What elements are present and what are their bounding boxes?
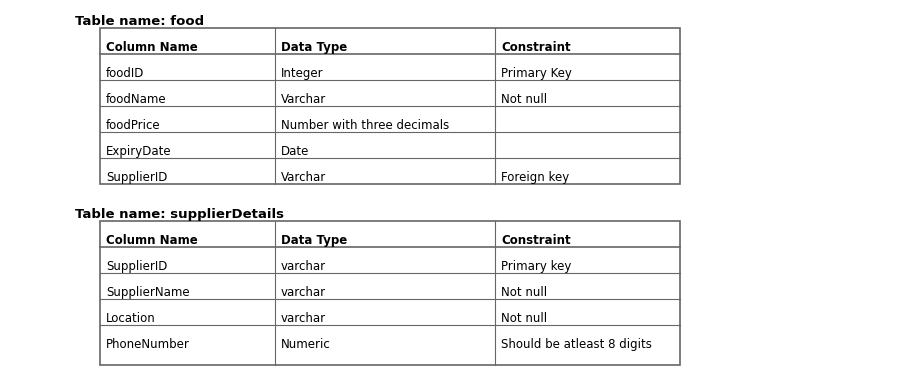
Text: Table name: food: Table name: food: [75, 15, 204, 28]
Text: SupplierID: SupplierID: [106, 260, 167, 273]
Text: varchar: varchar: [281, 286, 326, 299]
Text: Data Type: Data Type: [281, 41, 347, 54]
Text: Varchar: Varchar: [281, 93, 326, 106]
Bar: [100, 28, 679, 184]
Text: foodID: foodID: [106, 67, 144, 80]
Text: Foreign key: Foreign key: [501, 171, 568, 184]
Text: Table name: supplierDetails: Table name: supplierDetails: [75, 208, 284, 221]
Text: foodName: foodName: [106, 93, 167, 106]
Text: Varchar: Varchar: [281, 171, 326, 184]
Text: Constraint: Constraint: [501, 234, 570, 247]
Text: varchar: varchar: [281, 260, 326, 273]
Text: ExpiryDate: ExpiryDate: [106, 145, 171, 158]
Text: Number with three decimals: Number with three decimals: [281, 119, 449, 132]
Text: Not null: Not null: [501, 286, 547, 299]
Text: Primary key: Primary key: [501, 260, 571, 273]
Text: PhoneNumber: PhoneNumber: [106, 338, 189, 351]
Text: Numeric: Numeric: [281, 338, 330, 351]
Text: foodPrice: foodPrice: [106, 119, 161, 132]
Text: Should be atleast 8 digits: Should be atleast 8 digits: [501, 338, 651, 351]
Text: Integer: Integer: [281, 67, 323, 80]
Text: Not null: Not null: [501, 312, 547, 325]
Text: Primary Key: Primary Key: [501, 67, 571, 80]
Text: Data Type: Data Type: [281, 234, 347, 247]
Text: varchar: varchar: [281, 312, 326, 325]
Bar: [100, 221, 679, 365]
Text: Column Name: Column Name: [106, 41, 198, 54]
Text: Date: Date: [281, 145, 309, 158]
Text: Not null: Not null: [501, 93, 547, 106]
Text: Column Name: Column Name: [106, 234, 198, 247]
Text: Constraint: Constraint: [501, 41, 570, 54]
Text: Location: Location: [106, 312, 155, 325]
Text: SupplierID: SupplierID: [106, 171, 167, 184]
Text: SupplierName: SupplierName: [106, 286, 189, 299]
